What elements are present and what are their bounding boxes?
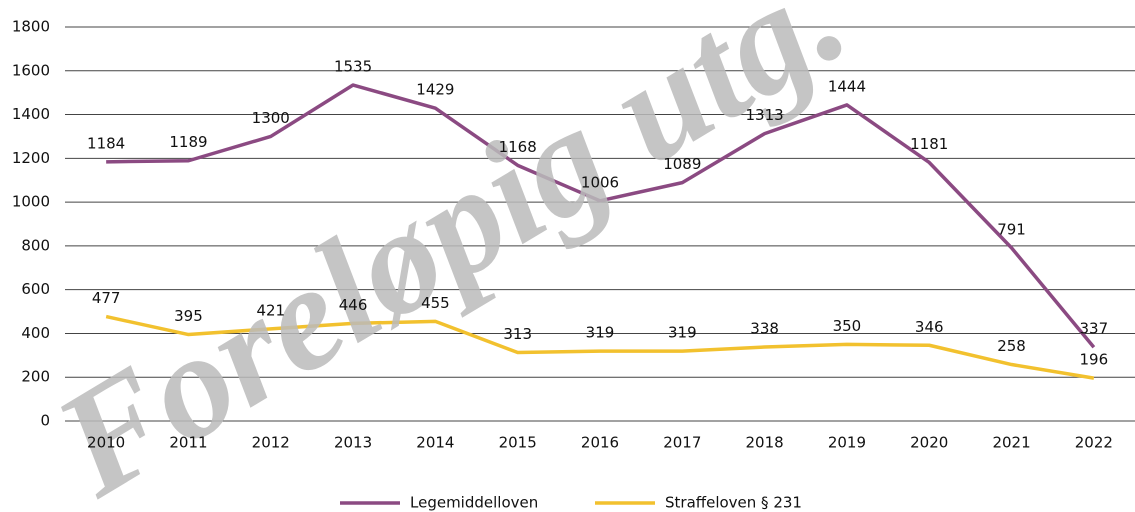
x-tick-label: 2013 (334, 434, 372, 452)
data-label: 1189 (169, 133, 207, 151)
data-label: 338 (750, 320, 779, 338)
data-label: 346 (915, 318, 944, 336)
data-label: 1184 (87, 134, 125, 152)
y-tick-label: 1200 (12, 149, 50, 167)
y-tick-label: 1600 (12, 61, 50, 79)
series-line (106, 83, 1096, 349)
data-label: 421 (256, 301, 285, 319)
data-label: 1444 (828, 77, 866, 95)
x-tick-label: 2021 (992, 434, 1030, 452)
y-tick-label: 200 (21, 368, 50, 386)
x-tick-label: 2018 (746, 434, 784, 452)
x-tick-label: 2011 (169, 434, 207, 452)
data-label: 350 (833, 317, 862, 335)
y-tick-label: 400 (21, 324, 50, 342)
x-tick-label: 2017 (663, 434, 701, 452)
x-tick-label: 2012 (252, 434, 290, 452)
data-label: 1168 (499, 138, 537, 156)
data-label: 1300 (252, 109, 290, 127)
lines (105, 83, 1096, 380)
data-label: 1429 (416, 81, 454, 99)
x-tick-label: 2019 (828, 434, 866, 452)
data-label: 446 (339, 296, 368, 314)
legend-label: Legemiddelloven (410, 494, 538, 512)
x-tick-label: 2020 (910, 434, 948, 452)
y-tick-label: 0 (40, 412, 50, 430)
x-tick-label: 2010 (87, 434, 125, 452)
y-tick-label: 800 (21, 236, 50, 254)
data-label: 1089 (663, 155, 701, 173)
data-label: 791 (997, 220, 1026, 238)
data-label: 477 (92, 289, 121, 307)
x-tick-label: 2015 (499, 434, 537, 452)
data-label: 1313 (746, 106, 784, 124)
y-tick-label: 1400 (12, 105, 50, 123)
data-label: 1006 (581, 173, 619, 191)
y-tick-label: 1800 (12, 18, 50, 36)
y-tick-label: 600 (21, 280, 50, 298)
data-label: 313 (503, 325, 532, 343)
data-label: 319 (668, 324, 697, 342)
data-label: 258 (997, 337, 1026, 355)
data-label: 319 (586, 324, 615, 342)
x-tick-label: 2014 (416, 434, 454, 452)
x-tick-label: 2016 (581, 434, 619, 452)
legend-label: Straffeloven § 231 (665, 494, 802, 512)
data-label: 1181 (910, 135, 948, 153)
y-tick-label: 1000 (12, 193, 50, 211)
x-tick-label: 2022 (1075, 434, 1113, 452)
data-label: 337 (1080, 320, 1109, 338)
data-label: 455 (421, 294, 450, 312)
data-label: 395 (174, 307, 203, 325)
data-label: 1535 (334, 58, 372, 76)
series-line (105, 314, 1095, 380)
data-label: 196 (1080, 351, 1109, 369)
